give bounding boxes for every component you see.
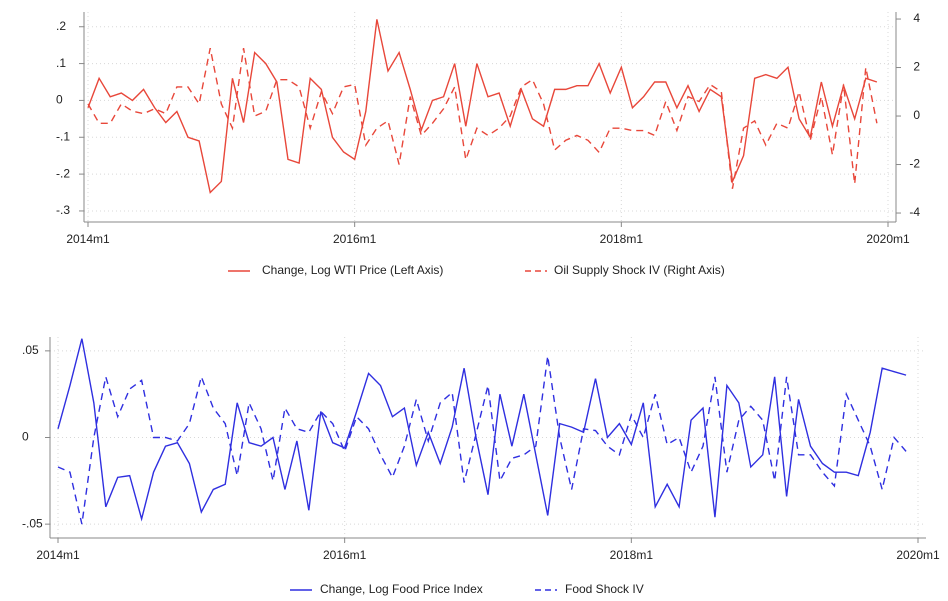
- x-tick-label: 2014m1: [66, 232, 110, 246]
- x-tick-label: 2014m1: [36, 548, 80, 562]
- y-tick-label: 0: [56, 93, 63, 107]
- y-tick-label: .1: [56, 56, 66, 70]
- legend-label: Change, Log Food Price Index: [320, 582, 483, 596]
- y-tick-label: 0: [22, 430, 29, 444]
- y-tick-label: -.1: [56, 129, 70, 143]
- series-line: [87, 47, 878, 189]
- y-tick-label: .2: [56, 19, 66, 33]
- x-tick-label: 2016m1: [323, 548, 367, 562]
- series-line: [87, 19, 878, 194]
- x-tick-label: 2020m1: [896, 548, 940, 562]
- y-tick-label: -.2: [56, 166, 70, 180]
- series-line: [57, 355, 907, 525]
- y-tick-label: .05: [22, 343, 39, 357]
- series-line: [57, 338, 907, 522]
- x-tick-label: 2020m1: [866, 232, 910, 246]
- y-tick-label: -.05: [22, 516, 43, 530]
- legend-label: Oil Supply Shock IV (Right Axis): [554, 263, 725, 277]
- y2-tick-label: 0: [913, 108, 920, 122]
- y2-tick-label: 4: [913, 11, 920, 25]
- x-tick-label: 2018m1: [600, 232, 644, 246]
- y2-tick-label: -4: [909, 205, 920, 219]
- legend-label: Change, Log WTI Price (Left Axis): [262, 263, 443, 277]
- y2-tick-label: 2: [913, 60, 920, 74]
- x-tick-label: 2018m1: [610, 548, 654, 562]
- legend-label: Food Shock IV: [565, 582, 644, 596]
- y2-tick-label: -2: [909, 157, 920, 171]
- x-tick-label: 2016m1: [333, 232, 377, 246]
- y-tick-label: -.3: [56, 203, 70, 217]
